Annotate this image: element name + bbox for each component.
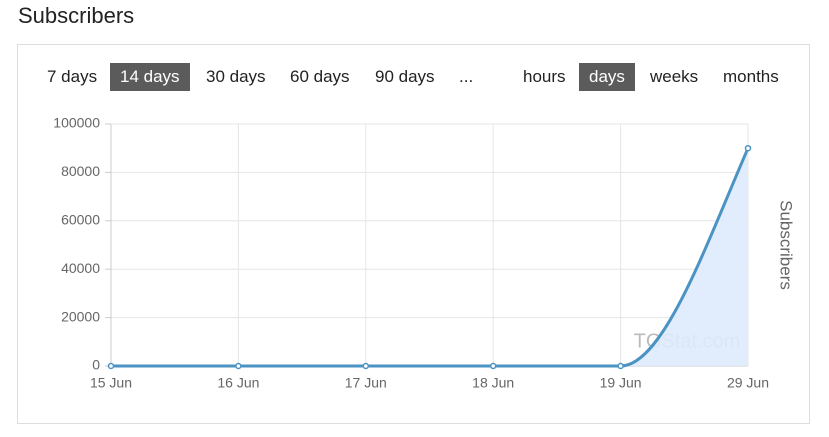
y-tick-label: 20000 — [61, 308, 100, 324]
range-button[interactable]: 14 days — [110, 63, 190, 91]
point — [107, 362, 115, 370]
x-tick-label: 19 Jun — [600, 375, 642, 391]
unit-button[interactable]: hours — [523, 67, 566, 86]
point — [744, 144, 752, 152]
range-button[interactable]: 30 days — [206, 67, 266, 86]
x-tick-label: 17 Jun — [345, 375, 387, 391]
range-button[interactable]: ... — [459, 67, 474, 86]
range-button[interactable]: 90 days — [375, 67, 435, 86]
y-tick-label: 100000 — [53, 115, 100, 131]
x-tick-label: 29 Jun — [727, 375, 769, 391]
x-tick-label: 16 Jun — [217, 375, 259, 391]
line — [111, 147, 750, 368]
point — [489, 362, 497, 370]
y-tick-label: 40000 — [61, 260, 100, 276]
point — [235, 362, 242, 370]
chart-panel — [17, 44, 810, 424]
unit-button[interactable]: months — [723, 67, 779, 86]
y-tick-label: 0 — [92, 357, 100, 373]
point — [362, 362, 370, 370]
y-axis-label: Subscribers — [777, 200, 796, 290]
range-button[interactable]: 7 days — [47, 67, 98, 86]
page-title: Subscribers — [18, 3, 135, 28]
x-tick-label: 15 Jun — [90, 375, 132, 391]
range-button[interactable]: 60 days — [290, 67, 350, 86]
y-tick-label: 80000 — [61, 163, 100, 179]
unit-button[interactable]: days — [579, 63, 635, 91]
unit-button[interactable]: weeks — [650, 67, 699, 86]
x-tick-label: 18 Jun — [472, 375, 514, 391]
area — [111, 148, 748, 366]
y-tick-label: 60000 — [61, 212, 100, 228]
point — [617, 362, 624, 370]
